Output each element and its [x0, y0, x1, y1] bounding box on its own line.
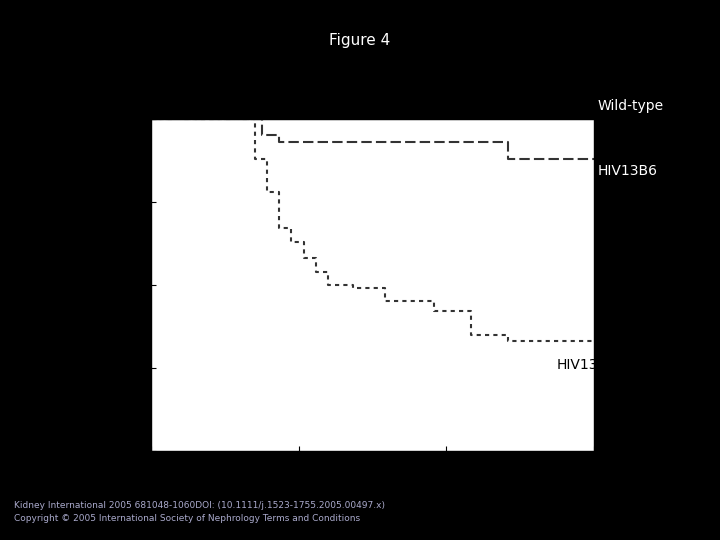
Y-axis label: Survival, %: Survival, % [99, 242, 114, 328]
Text: HIV13FVB: HIV13FVB [557, 358, 626, 372]
Text: Figure 4: Figure 4 [329, 33, 391, 48]
Text: Copyright © 2005 International Society of Nephrology Terms and Conditions: Copyright © 2005 International Society o… [14, 514, 361, 523]
Text: Kidney International 2005 681048-1060DOI: (10.1111/j.1523-1755.2005.00497.x): Kidney International 2005 681048-1060DOI… [14, 501, 385, 510]
X-axis label: Age, weeks: Age, weeks [329, 475, 416, 490]
Text: Wild-type: Wild-type [598, 99, 664, 113]
Text: HIV13B6: HIV13B6 [598, 164, 657, 178]
